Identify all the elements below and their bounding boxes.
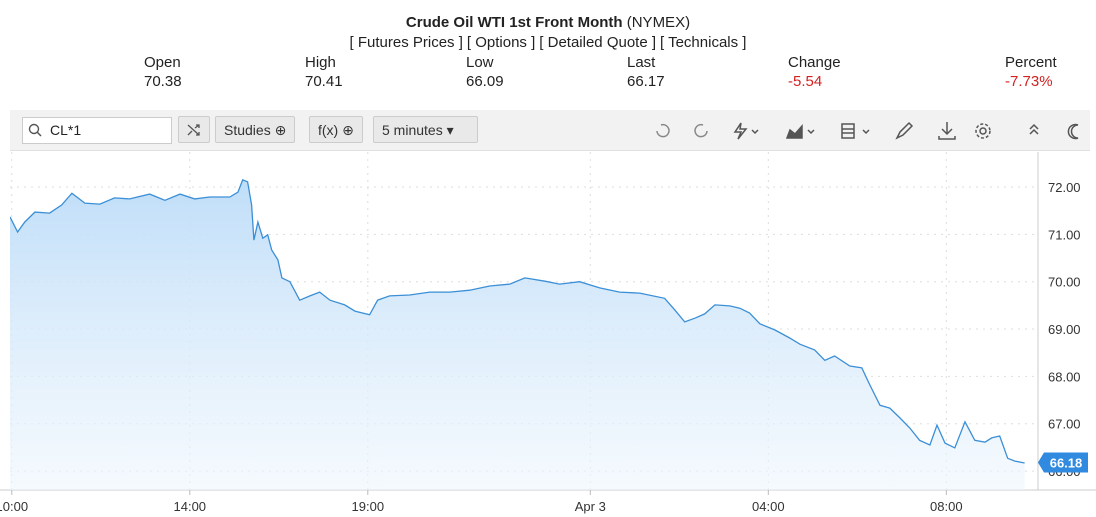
interval-button[interactable]: 5 minutes ▾	[373, 116, 478, 143]
fx-button[interactable]: f(x) ⊕	[309, 116, 363, 143]
instrument-name: Crude Oil WTI 1st Front Month	[405, 14, 623, 31]
quote-value: 66.09	[466, 73, 504, 90]
shuffle-icon	[187, 124, 200, 136]
y-tick-label: 67.00	[1048, 417, 1081, 432]
quote-label: Last	[627, 54, 656, 71]
plot	[10, 179, 1025, 490]
quote-value: 66.17	[627, 73, 665, 90]
title: Crude Oil WTI 1st Front Month (NYMEX)	[0, 14, 1096, 31]
x-tick-label: 10:00	[0, 499, 28, 514]
x-tick-label: 19:00	[352, 499, 385, 514]
nav-link[interactable]: [ Futures Prices ]	[349, 34, 463, 51]
toolbar: CL*1 Studies ⊕ f(x) ⊕ 5 minutes ▾	[10, 110, 1090, 151]
last-price-tag	[1038, 452, 1088, 473]
undo-icon[interactable]	[656, 123, 670, 138]
studies-label: Studies	[224, 122, 271, 138]
redo-icon[interactable]	[694, 123, 708, 138]
nav-link[interactable]: [ Technicals ]	[660, 34, 747, 51]
nav-link[interactable]: [ Options ]	[466, 34, 536, 51]
y-tick-label: 69.00	[1048, 322, 1081, 337]
fx-label: f(x)	[318, 122, 339, 138]
collapse-icon[interactable]	[1029, 123, 1039, 135]
link-row: [ Futures Prices ][ Options ][ Detailed …	[0, 34, 1096, 51]
y-tick-label: 70.00	[1048, 275, 1081, 290]
settings-icon[interactable]	[979, 127, 987, 135]
area-fill	[10, 179, 1025, 490]
quote-label: Change	[788, 54, 841, 71]
x-tick-label: 08:00	[930, 499, 963, 514]
quote-value: -7.73%	[1005, 73, 1053, 90]
layout-icon[interactable]	[841, 123, 855, 139]
toolbar-icons	[656, 121, 1079, 140]
download-icon[interactable]	[938, 122, 956, 140]
y-tick-label: 72.00	[1048, 180, 1081, 195]
quote-label: High	[305, 54, 336, 71]
studies-button[interactable]: Studies ⊕	[215, 116, 296, 143]
last-price-label: 66.18	[1050, 456, 1083, 471]
quote-value: -5.54	[788, 73, 823, 90]
price-line	[10, 179, 1025, 464]
exchange: (NYMEX)	[626, 14, 691, 31]
quote-value: 70.38	[144, 73, 182, 90]
quote-label: Percent	[1005, 54, 1057, 71]
quote-label: Low	[466, 54, 494, 71]
events-icon[interactable]	[733, 122, 748, 140]
symbol-search[interactable]: CL*1	[22, 117, 172, 144]
x-tick-label: 04:00	[752, 499, 785, 514]
y-tick-label: 68.00	[1048, 369, 1081, 384]
draw-icon[interactable]	[895, 121, 914, 140]
compare-button[interactable]	[178, 116, 210, 143]
quote-value: 70.41	[305, 73, 343, 90]
x-tick-label: Apr 3	[575, 499, 606, 514]
nav-link[interactable]: [ Detailed Quote ]	[539, 34, 657, 51]
theme-icon[interactable]	[1067, 123, 1079, 140]
x-tick-label: 14:00	[174, 499, 207, 514]
chart-type-icon[interactable]	[785, 124, 803, 139]
quote-label: Open	[144, 54, 181, 71]
y-tick-label: 71.00	[1048, 227, 1081, 242]
search-icon	[28, 123, 42, 137]
interval-label: 5 minutes	[382, 122, 443, 138]
